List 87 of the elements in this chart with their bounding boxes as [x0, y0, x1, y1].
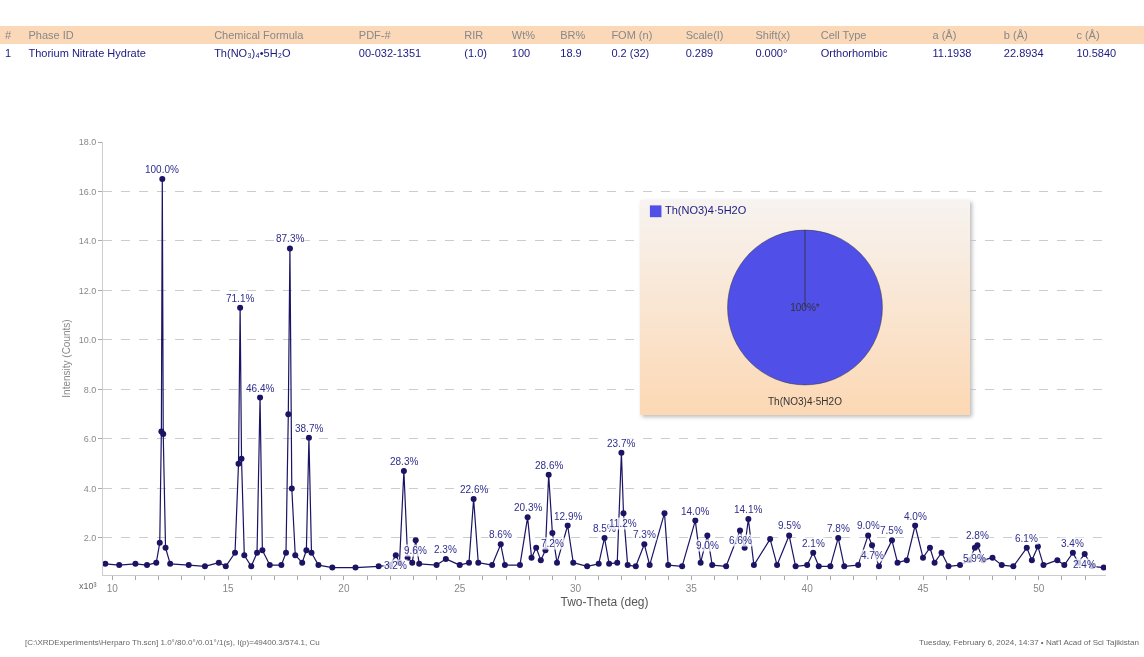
annotation: 28.3%	[390, 456, 419, 467]
category-label: Wt%	[506, 26, 556, 44]
annotation: 38.7%	[295, 423, 324, 434]
text: 11.1938	[931, 46, 973, 61]
text: 0.2 (32)	[610, 46, 651, 61]
annotation: 9.6%	[404, 545, 427, 556]
text: 00-032-1351	[357, 46, 423, 61]
x-tick-label: 35	[685, 583, 698, 594]
annotation: 2.3%	[434, 544, 457, 555]
text: 0.000°	[754, 46, 789, 61]
annotation: 2.1%	[802, 538, 825, 549]
annotation: 71.1%	[226, 293, 255, 304]
annotation: 3.4%	[1061, 538, 1084, 549]
annotation: 7.5%	[880, 525, 903, 536]
y-axis-title: Intensity (Counts)	[60, 319, 72, 398]
text: Orthorhombic	[819, 46, 889, 61]
annotation: 9.0%	[696, 540, 719, 551]
y-tick-label: 18.0	[78, 137, 97, 148]
annotation: 8.6%	[489, 529, 512, 540]
category-label: Scale(I)	[680, 26, 751, 44]
y-tick-label: 10.0	[78, 335, 97, 346]
text: x10³	[79, 581, 97, 591]
text: Thorium Nitrate Hydrate	[27, 46, 147, 61]
text: (1.0)	[463, 46, 488, 61]
text: 22.8934	[1002, 46, 1045, 61]
annotation: 3.2%	[384, 560, 407, 571]
text: 10.5840	[1075, 46, 1118, 61]
legend-label: Th(NO3)4·5H2O	[665, 204, 747, 216]
category-label: Phase ID	[23, 26, 210, 44]
category-label: Shift(x)	[750, 26, 816, 44]
y-tick-label: 2.0	[83, 533, 97, 544]
annotation: 2.8%	[966, 530, 989, 541]
y-tick-label: 4.0	[83, 483, 97, 494]
text: 100	[510, 46, 532, 61]
annotation: 87.3%	[276, 233, 305, 244]
category-label: FOM (n)	[606, 26, 681, 44]
annotation: 9.5%	[778, 520, 801, 531]
category-label: c (Å)	[1071, 26, 1144, 44]
y-tick-label: 8.0	[83, 384, 97, 395]
annotation: 100.0%	[145, 164, 180, 175]
category-label: BR%	[555, 26, 607, 44]
category-label: #	[0, 26, 24, 44]
annotation: 14.0%	[681, 506, 710, 517]
x-tick-label: 45	[917, 583, 929, 594]
annotation: 12.9%	[554, 511, 583, 522]
x-tick-label: 10	[106, 583, 119, 594]
annotation: 20.3%	[514, 502, 543, 513]
category-label: b (Å)	[998, 26, 1072, 44]
x-tick-label: 50	[1033, 583, 1045, 594]
y-tick-label: 16.0	[78, 186, 97, 197]
slice-label: Th(NO3)4·5H2O	[768, 396, 843, 407]
annotation: 46.4%	[246, 383, 275, 394]
x-axis-title: Two-Theta (deg)	[560, 594, 649, 609]
category-label: Cell Type	[815, 26, 928, 44]
annotation: 7.8%	[827, 523, 850, 534]
annotation: 4.0%	[904, 511, 927, 522]
annotation: 28.6%	[535, 460, 564, 471]
annotation: 7.2%	[541, 538, 564, 549]
text: 18.9	[559, 46, 583, 61]
annotation: 23.7%	[607, 438, 636, 449]
annotation: 7.3%	[633, 529, 656, 540]
annotation: 14.1%	[734, 504, 763, 515]
y-tick-label: 6.0	[83, 434, 97, 445]
annotation: 22.6%	[460, 484, 489, 495]
category-label: a (Å)	[927, 26, 999, 44]
text: 0.289	[684, 46, 715, 61]
text: [C:\XRDExperiments\Herparo Th.scn] 1.0°/80.0°/0.01°/1(s), I(p)=49400.3/574.1, Cu	[25, 638, 320, 647]
x-tick-label: 25	[454, 583, 466, 594]
category-label: RIR	[459, 26, 507, 44]
text: 1	[4, 46, 13, 61]
annotation: 5.9%	[963, 553, 986, 564]
text: Th(NO₃)₄•5H₂O	[213, 46, 292, 61]
x-tick-label: 15	[222, 583, 235, 594]
x-tick-label: 40	[801, 583, 814, 594]
y-tick-label: 14.0	[78, 236, 97, 247]
category-label: Chemical Formula	[209, 26, 354, 44]
annotation: 6.1%	[1015, 533, 1038, 544]
text: Tuesday, February 6, 2024, 14:37 • Nat'l Acad of Sci Tajikistan	[919, 638, 1139, 647]
annotation: 6.6%	[729, 535, 752, 546]
annotation: 4.7%	[861, 550, 884, 561]
annotation: 9.0%	[857, 520, 880, 531]
x-tick-label: 20	[338, 583, 350, 594]
annotation: 2.4%	[1073, 559, 1096, 570]
x-tick-label: 30	[569, 583, 582, 594]
category-label: PDF-#	[353, 26, 460, 44]
y-tick-label: 12.0	[78, 285, 97, 296]
data-label: 100%*	[790, 302, 820, 313]
